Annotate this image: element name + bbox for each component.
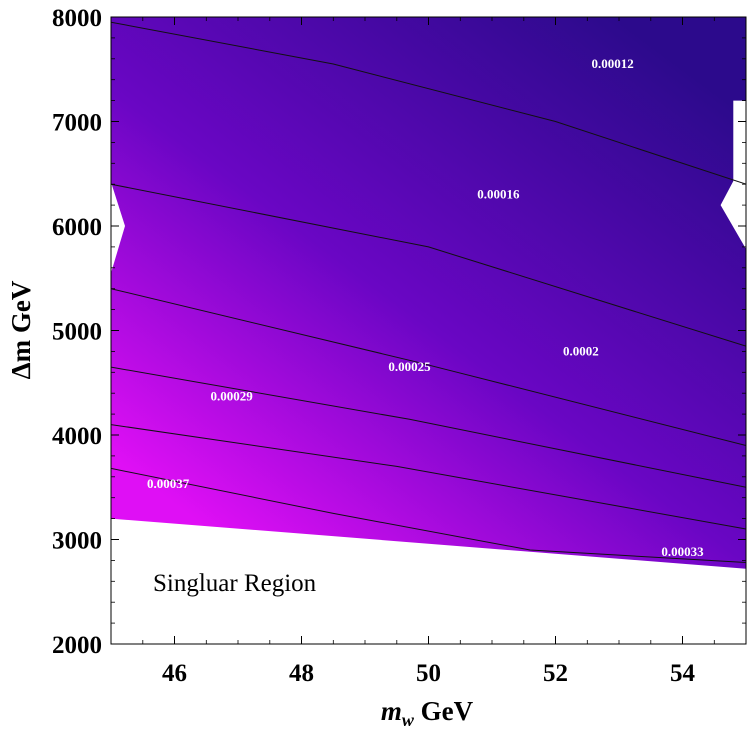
y-tick-label: 8000: [52, 5, 102, 32]
contour-line-2: [111, 288, 746, 446]
contour-line-0: [111, 21, 746, 185]
contour-line-4: [111, 424, 746, 530]
y-tick-label: 4000: [52, 423, 102, 450]
x-tick-label: 50: [416, 660, 441, 687]
contour-labels: 0.00012 0.00016 0.0002 0.00025 0.00029 0.0003…: [147, 56, 704, 559]
y-axis-title: Δm GeV: [6, 280, 36, 379]
y-tick-label: 2000: [52, 632, 102, 659]
x-axis-title-main: m: [381, 696, 402, 726]
plot-area: 0.00012 0.00016 0.0002 0.00025 0.00029 0.0003…: [111, 17, 746, 569]
y-tick-label: 6000: [52, 214, 102, 241]
y-tick-label: 3000: [52, 528, 102, 555]
x-tick-label: 46: [162, 660, 187, 687]
x-tick-label: 48: [289, 660, 314, 687]
contour-line-5: [111, 467, 746, 563]
y-tick-label: 5000: [52, 319, 102, 346]
contour-label-0: 0.00012: [591, 56, 633, 71]
contour-label-2: 0.0002: [563, 343, 599, 358]
contour-label-3: 0.00025: [388, 359, 431, 374]
axis-ticks: [110, 16, 747, 645]
right-edge-notch: [720, 100, 746, 249]
tick-labels: 46 48 50 52 54 2000 3000 4000 5000 6000 7000 8000: [52, 5, 696, 687]
contour-label-6: 0.00037: [147, 476, 190, 491]
filled-contour-region: [111, 17, 746, 569]
x-axis-title-unit: GeV: [414, 696, 474, 726]
contour-line-1: [111, 183, 746, 347]
x-axis-title-subscript: w: [402, 710, 415, 728]
y-tick-label: 7000: [52, 110, 102, 137]
x-tick-label: 54: [670, 660, 696, 687]
singular-region-label: Singluar Region: [153, 570, 317, 597]
contour-label-1: 0.00016: [477, 187, 520, 202]
contour-lines: [111, 21, 746, 563]
contour-label-4: 0.00029: [210, 388, 253, 403]
contour-line-3: [111, 366, 746, 488]
x-tick-label: 52: [543, 660, 568, 687]
contour-label-5: 0.00033: [661, 544, 704, 559]
x-axis-title: mw GeV: [381, 696, 474, 728]
